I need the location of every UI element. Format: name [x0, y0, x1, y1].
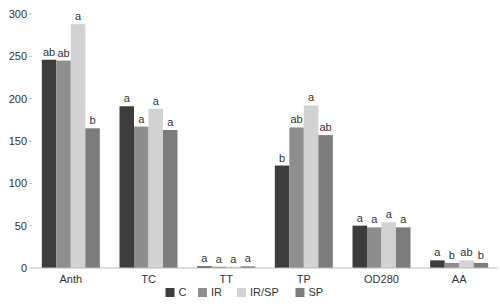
bar	[163, 130, 178, 268]
significance-letter: a	[245, 252, 252, 264]
x-tick-label: TC	[141, 273, 156, 285]
significance-letter: b	[478, 249, 484, 261]
x-tick-label: AA	[452, 273, 467, 285]
significance-letter: a	[75, 10, 82, 22]
bar	[304, 105, 319, 268]
y-tick-label: 200	[9, 93, 27, 105]
y-tick	[29, 98, 32, 99]
x-axis	[32, 268, 498, 269]
significance-letter: a	[216, 253, 223, 265]
significance-letter: b	[279, 152, 285, 164]
legend-swatch	[166, 288, 175, 297]
legend-swatch	[237, 288, 246, 297]
bar	[474, 263, 489, 268]
bar	[42, 60, 57, 268]
legend: C IR IR/SP SP	[166, 286, 324, 298]
x-tick-label: TT	[219, 273, 233, 285]
bar	[71, 24, 86, 268]
bar	[367, 227, 382, 268]
y-tick-label: 150	[9, 135, 27, 147]
bar	[56, 61, 70, 268]
bar	[353, 226, 368, 268]
significance-letter: b	[449, 249, 455, 261]
significance-letter: ab	[460, 246, 472, 258]
significance-letter: a	[357, 212, 364, 224]
bar	[430, 260, 445, 268]
bars	[42, 24, 488, 268]
legend-label: IR	[211, 286, 222, 298]
significance-letter: a	[371, 213, 378, 225]
x-tick-label: Anth	[60, 273, 83, 285]
significance-letter: a	[153, 95, 160, 107]
significance-letter: ab	[290, 113, 302, 125]
y-tick-label: 50	[15, 220, 27, 232]
significance-letter: ab	[43, 46, 55, 58]
bar	[459, 260, 474, 268]
significance-letter: a	[434, 246, 441, 258]
bar	[318, 135, 333, 268]
y-tick	[29, 14, 32, 15]
legend-label: C	[179, 286, 187, 298]
bar	[134, 127, 149, 268]
significance-letter: a	[308, 91, 315, 103]
bar	[275, 166, 290, 268]
significance-letter: a	[386, 208, 393, 220]
significance-letter: a	[124, 92, 131, 104]
chart: 050100150200250300AnthabababTCaaaaTTaaaa…	[0, 0, 500, 306]
bar	[85, 128, 100, 268]
legend-swatch	[296, 288, 305, 297]
y-tick	[29, 141, 32, 142]
bar	[445, 263, 460, 268]
y-tick	[29, 183, 32, 184]
x-tick-label: TP	[297, 273, 311, 285]
x-tick-label: OD280	[364, 273, 399, 285]
y-tick-label: 300	[9, 8, 27, 20]
significance-letter: ab	[319, 121, 331, 133]
legend-swatch	[198, 288, 207, 297]
bar	[120, 106, 135, 268]
significance-letter: a	[201, 252, 208, 264]
significance-letter: a	[167, 116, 174, 128]
legend-label: IR/SP	[250, 286, 279, 298]
significance-letter: ab	[57, 47, 69, 59]
y-tick	[29, 225, 32, 226]
y-tick-label: 100	[9, 177, 27, 189]
y-tick-label: 0	[21, 262, 27, 274]
significance-letter: b	[90, 114, 96, 126]
y-tick-label: 250	[9, 50, 27, 62]
bar	[382, 222, 397, 268]
bar	[396, 227, 411, 268]
significance-letter: a	[230, 253, 237, 265]
significance-letter: a	[400, 213, 407, 225]
significance-letter: a	[138, 113, 145, 125]
legend-label: SP	[309, 286, 324, 298]
y-tick	[29, 56, 32, 57]
y-tick	[29, 268, 32, 269]
bar	[149, 109, 164, 268]
bar	[289, 127, 304, 268]
